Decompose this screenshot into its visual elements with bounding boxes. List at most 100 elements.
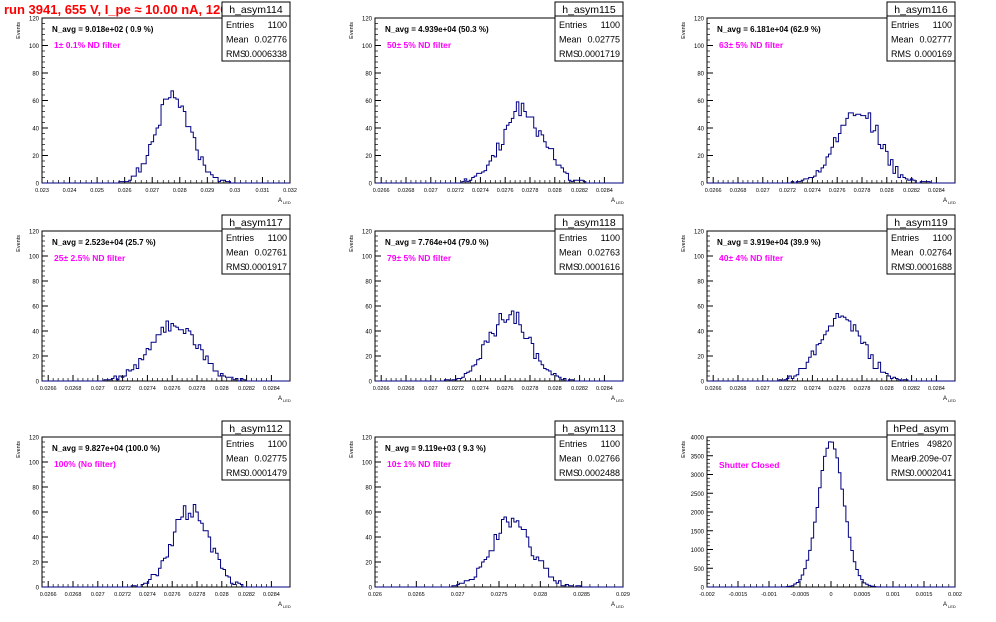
stats-box <box>554 420 624 481</box>
canvas-title: run 3941, 655 V, I_pe ≈ 10.00 nA, 120 Hz <box>4 2 247 17</box>
y-tick-label: 4000 <box>691 436 705 442</box>
y-tick-label: 120 <box>694 17 705 23</box>
stats-value-mean: 0.02766 <box>587 454 620 464</box>
histogram-series <box>375 101 623 184</box>
stats-value-mean: -9.209e-07 <box>908 454 952 464</box>
stats-value-entries: 1100 <box>268 20 287 30</box>
x-axis-title: A <box>943 602 947 608</box>
x-tick-label: -0.0015 <box>729 592 748 598</box>
y-tick-label: 0 <box>369 380 373 386</box>
x-tick-label: 0.027 <box>91 386 105 392</box>
x-tick-label: 0.0284 <box>263 592 280 598</box>
x-tick-label: 0.0274 <box>804 188 821 194</box>
stats-label-mean: Mean <box>226 454 249 464</box>
n-avg-label: N_avg = 7.764e+04 (79.0 %) <box>385 238 489 247</box>
x-tick-label: 0 <box>829 592 832 598</box>
y-tick-label: 0 <box>369 586 373 592</box>
x-tick-label: 0.0268 <box>398 188 415 194</box>
x-tick-label: 0.027 <box>756 188 770 194</box>
x-tick-label: 0.0278 <box>522 386 539 392</box>
y-tick-label: 0 <box>701 586 705 592</box>
x-tick-label: 0.001 <box>886 592 900 598</box>
y-tick-label: 20 <box>32 355 39 361</box>
y-tick-label: 0 <box>701 380 705 386</box>
y-tick-label: 500 <box>694 567 705 573</box>
y-tick-label: 40 <box>697 127 704 133</box>
y-tick-label: 0 <box>36 586 40 592</box>
x-tick-label: 0.0274 <box>139 592 156 598</box>
stats-value-entries: 1100 <box>601 439 620 449</box>
x-tick-label: 0.0265 <box>408 592 425 598</box>
stats-value-mean: 0.02776 <box>254 35 287 45</box>
x-tick-label: 0.023 <box>35 188 49 194</box>
y-tick-label: 80 <box>32 72 39 78</box>
y-tick-label: 100 <box>362 461 373 467</box>
x-axis-subscript: LED <box>948 398 956 403</box>
x-tick-label: 0.0276 <box>497 188 514 194</box>
x-tick-label: 0.0276 <box>829 386 846 392</box>
stats-label-entries: Entries <box>559 439 588 449</box>
histogram-series <box>375 310 623 382</box>
x-tick-label: 0.0282 <box>238 592 255 598</box>
stats-label-entries: Entries <box>891 439 920 449</box>
y-tick-label: 0 <box>701 182 705 188</box>
x-tick-label: 0.0274 <box>472 386 489 392</box>
x-tick-label: 0.0284 <box>928 188 945 194</box>
stats-label-mean: Mean <box>891 454 914 464</box>
stats-label-entries: Entries <box>226 233 255 243</box>
y-tick-label: 40 <box>32 330 39 336</box>
x-tick-label: 0.0285 <box>573 592 590 598</box>
stats-label-entries: Entries <box>226 439 255 449</box>
stats-label-entries: Entries <box>891 20 920 30</box>
y-tick-label: 60 <box>697 305 704 311</box>
stats-box <box>886 1 956 62</box>
histogram-panel: 0 500 1000 1500 2000 2500 3000 3500 4000 -0.002 -0… <box>681 420 962 609</box>
y-axis-title: Events <box>349 235 355 252</box>
stats-label-rms: RMS <box>226 49 246 59</box>
y-axis-title: Events <box>16 235 22 252</box>
hist-name: h_asym113 <box>562 423 616 435</box>
stats-value-entries: 1100 <box>933 20 952 30</box>
histogram-series <box>707 313 955 382</box>
x-tick-label: 0.028 <box>173 188 187 194</box>
stats-label-mean: Mean <box>559 454 582 464</box>
filter-label: 1± 0.1% ND filter <box>54 40 121 50</box>
n-avg-label: N_avg = 4.939e+04 (50.3 %) <box>385 25 489 34</box>
x-axis-title: A <box>278 396 282 402</box>
y-axis-title: Events <box>681 22 687 39</box>
x-axis-subscript: LED <box>283 604 291 609</box>
stats-label-rms: RMS <box>891 262 911 272</box>
x-tick-label: 0.002 <box>948 592 962 598</box>
x-tick-label: 0.026 <box>118 188 132 194</box>
histogram-series <box>42 320 290 382</box>
x-tick-label: 0.0274 <box>139 386 156 392</box>
x-axis-title: A <box>611 602 615 608</box>
y-tick-label: 120 <box>29 17 40 23</box>
x-tick-label: 0.0276 <box>829 188 846 194</box>
stats-value-rms: 0.0001479 <box>244 468 287 478</box>
x-tick-label: 0.0278 <box>522 188 539 194</box>
x-tick-label: 0.0275 <box>491 592 508 598</box>
x-tick-label: 0.0266 <box>40 592 57 598</box>
filter-label: 100% (No filter) <box>54 459 116 469</box>
x-tick-label: 0.0284 <box>928 386 945 392</box>
stats-value-mean: 0.02775 <box>587 35 620 45</box>
n-avg-label: N_avg = 9.018e+02 ( 0.9 %) <box>52 25 154 34</box>
stats-label-mean: Mean <box>891 248 914 258</box>
filter-label: 40± 4% ND filter <box>719 253 784 263</box>
stats-value-entries: 1100 <box>933 233 952 243</box>
y-tick-label: 100 <box>694 255 705 261</box>
filter-label: 10± 1% ND filter <box>387 459 452 469</box>
histogram-panel: 0 20 40 60 80 100 120 0.026 0.0265 0.027 0.0275 0.0… <box>349 420 630 609</box>
hist-name: h_asym119 <box>894 217 948 229</box>
stats-label-mean: Mean <box>559 35 582 45</box>
x-tick-label: 0.0282 <box>903 386 920 392</box>
x-axis-subscript: LED <box>616 398 624 403</box>
stats-label-mean: Mean <box>226 35 249 45</box>
stats-label-entries: Entries <box>226 20 255 30</box>
stats-label-mean: Mean <box>559 248 582 258</box>
x-tick-label: -0.0005 <box>791 592 810 598</box>
y-tick-label: 100 <box>29 461 40 467</box>
y-tick-label: 40 <box>365 127 372 133</box>
x-tick-label: 0.0272 <box>779 188 796 194</box>
